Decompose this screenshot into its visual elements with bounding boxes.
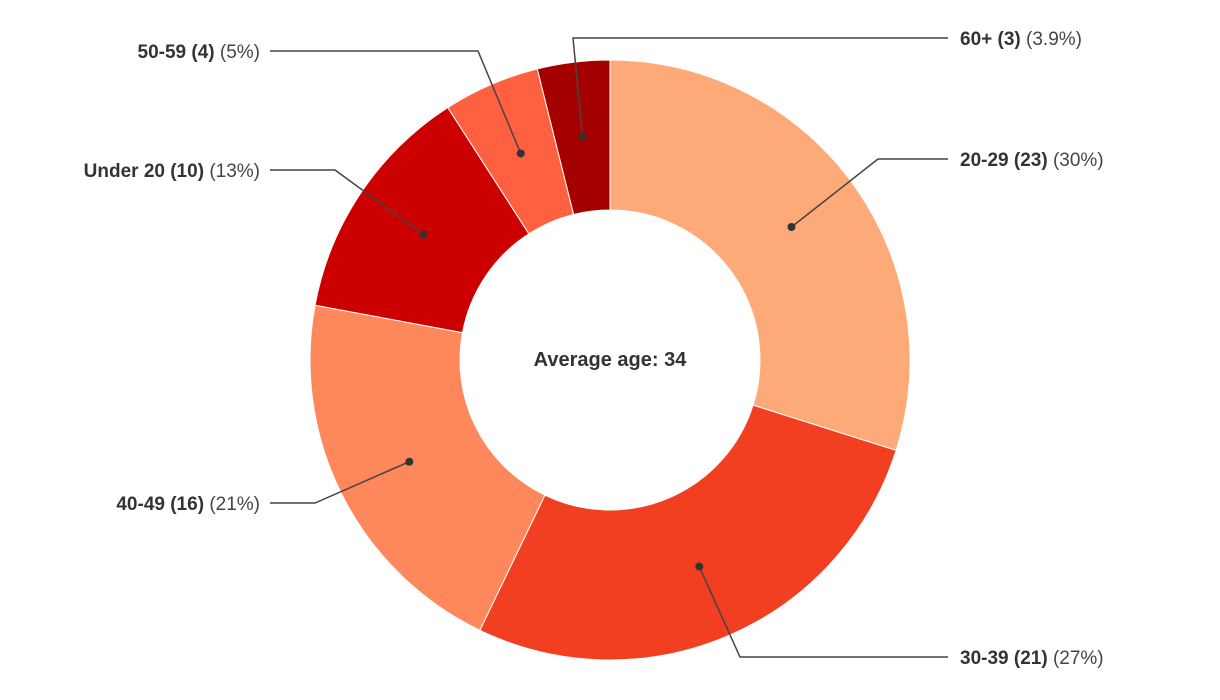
leader-line-60: [572, 37, 948, 137]
leader-dot-40-49: [405, 457, 414, 466]
slice-20-29: [609, 59, 911, 452]
leader-line-30-39: [698, 566, 948, 658]
leader-line-under-20: [270, 169, 424, 236]
slice-label-count: (4): [191, 42, 220, 63]
slice-label-count: (21): [1014, 648, 1053, 669]
slice-label-name: 40-49: [116, 494, 170, 515]
slice-label-name: 50-59: [138, 42, 192, 63]
leader-dot-30-39: [695, 562, 704, 571]
slice-30-39: [479, 404, 897, 661]
slice-label-percent: (3.9%): [1026, 29, 1082, 50]
slice-label-count: (16): [170, 494, 209, 515]
slice-label-name: 60+: [960, 29, 998, 50]
center-label: Average age: 34: [534, 349, 688, 371]
slice-60: [536, 59, 611, 216]
slice-label-60: 60+ (3) (3.9%): [960, 29, 1082, 50]
donut-slices: [309, 59, 911, 661]
slice-label-count: (3): [998, 29, 1027, 50]
slice-label-percent: (5%): [220, 42, 260, 63]
leader-dot-under-20: [419, 230, 428, 239]
slice-label-under-20: Under 20 (10) (13%): [84, 161, 260, 182]
leader-line-20-29: [791, 158, 948, 228]
slice-labels: 20-29 (23) (30%) 30-39 (21) (27%) 40-49 (1…: [84, 29, 1104, 669]
leader-dot-20-29: [787, 223, 796, 232]
slice-label-percent: (27%): [1053, 648, 1104, 669]
slice-label-name: Under 20: [84, 161, 171, 182]
slice-label-percent: (30%): [1053, 150, 1104, 171]
slice-label-percent: (13%): [209, 161, 260, 182]
slice-label-20-29: 20-29 (23) (30%): [960, 150, 1104, 171]
slice-label-percent: (21%): [209, 494, 260, 515]
leader-line-40-49: [270, 461, 410, 504]
slice-label-name: 20-29: [960, 150, 1014, 171]
leader-dot-50-59: [516, 149, 525, 158]
slice-label-30-39: 30-39 (21) (27%): [960, 648, 1104, 669]
slice-40-49: [309, 304, 546, 631]
slice-under-20: [314, 106, 530, 334]
slice-label-40-49: 40-49 (16) (21%): [116, 494, 260, 515]
leader-dot-60: [578, 132, 587, 141]
slice-label-name: 30-39: [960, 648, 1014, 669]
leader-lines: [270, 37, 948, 658]
slice-label-count: (10): [170, 161, 209, 182]
slice-label-50-59: 50-59 (4) (5%): [138, 42, 261, 63]
slice-label-count: (23): [1014, 150, 1053, 171]
leader-line-50-59: [270, 50, 522, 154]
